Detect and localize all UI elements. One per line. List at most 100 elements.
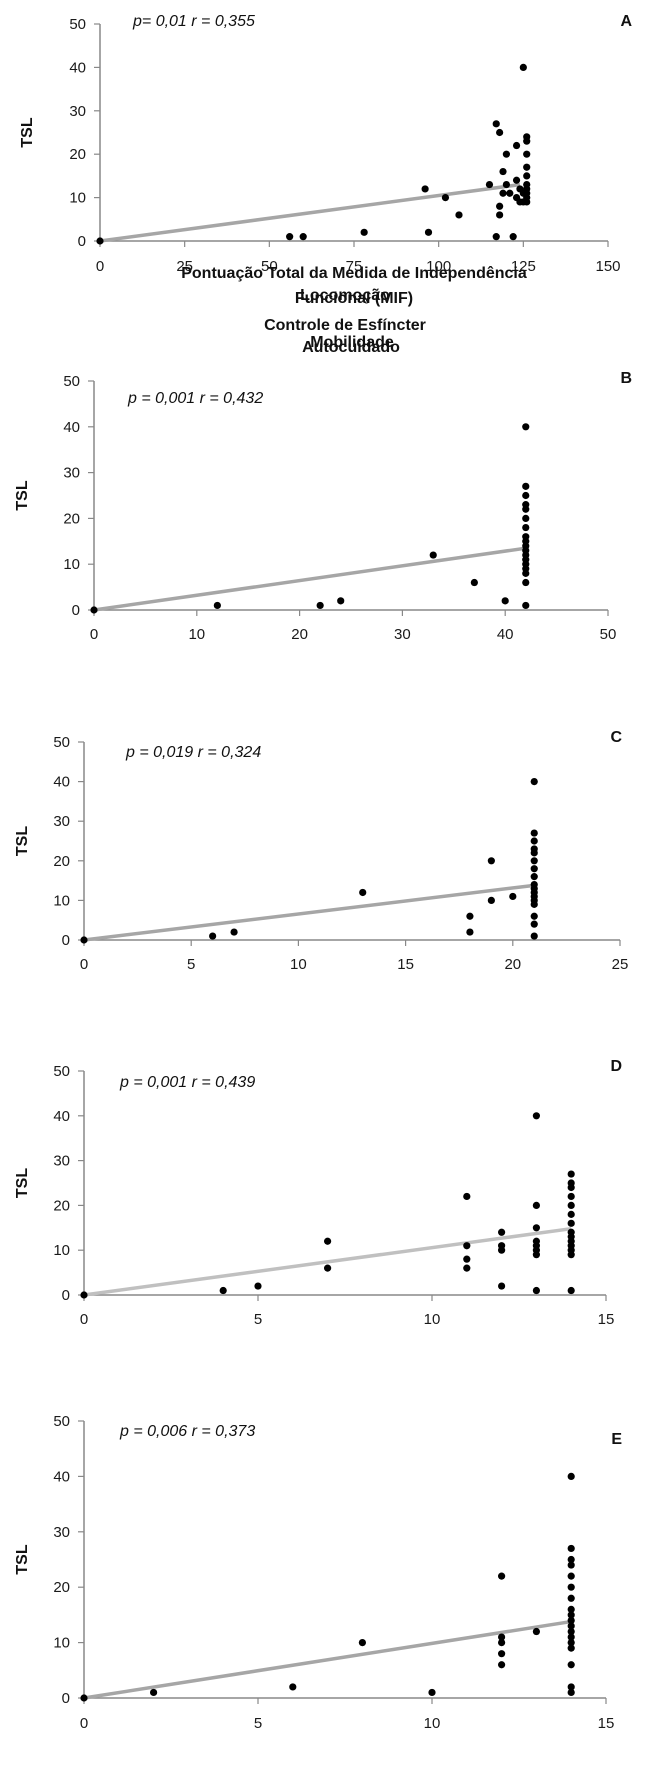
stats-annotation: p = 0,019 r = 0,324 <box>125 744 261 761</box>
y-tick-label: 20 <box>53 1197 70 1214</box>
panel-letter: B <box>620 370 632 387</box>
data-point <box>324 1237 332 1245</box>
data-point <box>487 896 495 905</box>
data-point <box>428 1688 436 1697</box>
data-point <box>567 1201 575 1209</box>
y-tick-label: 10 <box>69 190 86 207</box>
data-point <box>522 569 530 577</box>
y-axis-title: TSL <box>14 1168 31 1198</box>
x-tick-label: 0 <box>90 626 98 643</box>
data-point <box>567 1583 575 1591</box>
data-point <box>530 932 538 940</box>
data-point <box>96 237 104 245</box>
x-tick-label: 75 <box>346 258 363 275</box>
stats-annotation: p = 0,001 r = 0,432 <box>127 390 263 407</box>
y-tick-label: 0 <box>62 1690 70 1707</box>
x-axis-title: Autocuidado <box>302 339 400 356</box>
data-point <box>316 601 324 610</box>
data-point <box>567 1251 575 1259</box>
data-point <box>219 1286 227 1295</box>
y-axis-title: TSL <box>14 1544 31 1574</box>
x-tick-label: 15 <box>397 956 414 973</box>
data-point <box>567 1555 575 1564</box>
data-point <box>492 233 500 241</box>
x-tick-label: 5 <box>254 1715 262 1732</box>
data-point <box>498 1661 506 1669</box>
data-point <box>498 1639 506 1647</box>
data-point <box>567 1627 575 1636</box>
data-point <box>441 194 450 202</box>
panel-letter: D <box>610 1058 622 1075</box>
data-point <box>499 189 507 197</box>
data-point <box>567 1611 575 1619</box>
data-point <box>499 167 507 176</box>
panel-letter: A <box>620 13 632 30</box>
data-point <box>530 873 538 881</box>
data-point <box>487 857 495 865</box>
y-tick-label: 20 <box>53 1579 70 1596</box>
data-point <box>522 505 530 513</box>
trendline <box>99 182 521 243</box>
data-point <box>502 150 510 158</box>
data-point <box>567 1622 575 1630</box>
y-tick-label: 0 <box>72 602 80 619</box>
y-tick-label: 20 <box>53 853 70 870</box>
x-axis-title: Funcional (MIF) <box>295 290 413 307</box>
panel-letter: E <box>611 1431 622 1448</box>
data-point <box>502 180 510 189</box>
data-point <box>254 1282 262 1290</box>
panel-letter: C <box>610 729 622 746</box>
data-point <box>530 849 538 857</box>
data-point <box>496 128 504 137</box>
data-point <box>567 1561 575 1569</box>
data-point <box>567 1210 575 1218</box>
stats-annotation: p= 0,01 r = 0,355 <box>132 13 255 30</box>
data-point <box>512 141 521 150</box>
y-tick-label: 50 <box>53 1413 70 1430</box>
x-tick-label: 20 <box>291 626 308 643</box>
x-tick-label: 0 <box>80 1311 88 1328</box>
data-point <box>567 1633 575 1641</box>
data-point <box>509 892 517 901</box>
data-point <box>522 523 530 532</box>
data-point <box>530 900 538 908</box>
data-point <box>230 928 238 936</box>
data-point <box>90 606 98 614</box>
data-point <box>567 1683 575 1691</box>
data-point <box>498 1650 506 1658</box>
data-point <box>360 228 368 236</box>
y-tick-label: 30 <box>63 465 80 482</box>
data-point <box>509 233 517 241</box>
y-tick-label: 10 <box>63 556 80 573</box>
data-point <box>485 180 494 189</box>
x-tick-label: 125 <box>511 258 536 275</box>
data-point <box>522 601 530 610</box>
data-point <box>522 423 530 431</box>
y-tick-label: 40 <box>53 1108 70 1125</box>
stats-annotation: p = 0,001 r = 0,439 <box>119 1074 255 1091</box>
data-point <box>522 491 530 500</box>
y-axis-title: TSL <box>14 826 31 856</box>
data-point <box>80 936 88 944</box>
data-point <box>567 1616 575 1625</box>
data-point <box>523 172 531 180</box>
data-point <box>523 163 531 171</box>
x-tick-label: 0 <box>80 1715 88 1732</box>
x-tick-label: 15 <box>598 1311 615 1328</box>
x-tick-label: 50 <box>261 258 278 275</box>
data-point <box>498 1633 506 1641</box>
x-tick-label: 0 <box>80 956 88 973</box>
data-point <box>567 1183 575 1192</box>
data-point <box>463 1192 471 1201</box>
x-tick-label: 10 <box>290 956 307 973</box>
data-point <box>286 233 294 241</box>
data-point <box>567 1170 575 1178</box>
data-point <box>530 778 538 786</box>
data-point <box>512 176 521 184</box>
data-point <box>358 1639 366 1647</box>
x-axis-title: Locomoção <box>300 287 390 304</box>
trendline <box>83 883 535 942</box>
data-point <box>522 578 530 587</box>
y-tick-label: 20 <box>63 510 80 527</box>
